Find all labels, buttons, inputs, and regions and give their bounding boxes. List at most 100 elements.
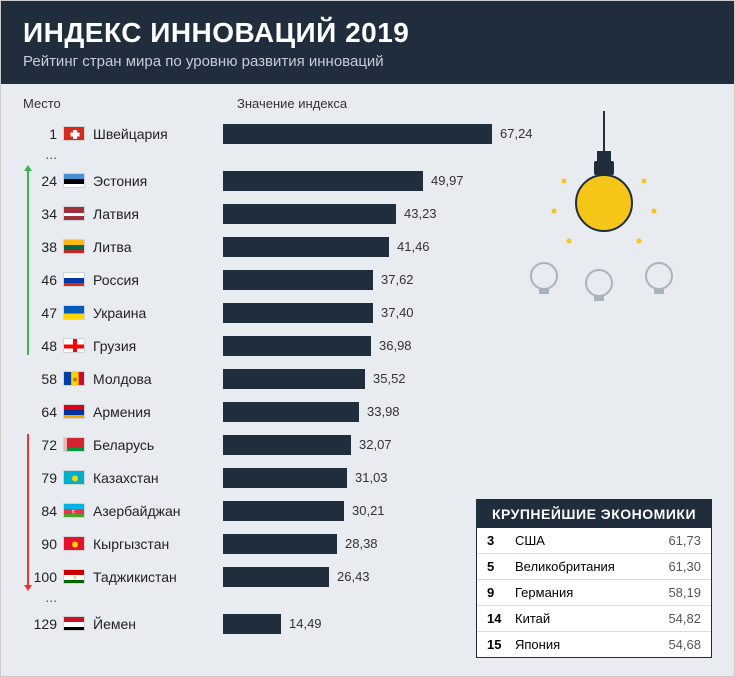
bar	[223, 270, 373, 290]
bar-wrap: 28,38	[223, 534, 378, 554]
rank: 84	[23, 503, 63, 519]
flag-icon	[63, 536, 85, 551]
country-name: Латвия	[93, 206, 223, 222]
rank: 100	[23, 569, 63, 585]
economies-title: КРУПНЕЙШИЕ ЭКОНОМИКИ	[477, 500, 711, 528]
economy-rank: 14	[487, 611, 515, 626]
country-name: Молдова	[93, 371, 223, 387]
rank: 79	[23, 470, 63, 486]
value: 28,38	[345, 536, 378, 551]
bar-wrap: 37,40	[223, 303, 414, 323]
country-name: Азербайджан	[93, 503, 223, 519]
economy-row: 15Япония54,68	[477, 632, 711, 657]
country-name: Украина	[93, 305, 223, 321]
bar-wrap: 67,24	[223, 124, 533, 144]
bar-row: 79 Казахстан31,03	[23, 461, 734, 494]
col-rank-label: Место	[23, 96, 75, 111]
economy-rank: 3	[487, 533, 515, 548]
bar-wrap: 49,97	[223, 171, 464, 191]
country-name: Йемен	[93, 616, 223, 632]
rank: 129	[23, 616, 63, 632]
flag-icon	[63, 305, 85, 320]
bar-wrap: 36,98	[223, 336, 412, 356]
country-name: Грузия	[93, 338, 223, 354]
country-name: Казахстан	[93, 470, 223, 486]
ellipsis: ...	[23, 593, 63, 607]
economy-rank: 9	[487, 585, 515, 600]
value: 32,07	[359, 437, 392, 452]
value: 26,43	[337, 569, 370, 584]
value: 14,49	[289, 616, 322, 631]
economy-row: 9Германия58,19	[477, 580, 711, 606]
bar-wrap: 32,07	[223, 435, 392, 455]
bar-wrap: 31,03	[223, 468, 388, 488]
flag-icon	[63, 239, 85, 254]
value: 35,52	[373, 371, 406, 386]
flag-icon	[63, 470, 85, 485]
value: 33,98	[367, 404, 400, 419]
bar-wrap: 43,23	[223, 204, 437, 224]
flag-icon	[63, 569, 85, 584]
rank: 24	[23, 173, 63, 189]
economy-name: Великобритания	[515, 559, 653, 574]
economy-name: Япония	[515, 637, 653, 652]
value: 37,40	[381, 305, 414, 320]
country-name: Армения	[93, 404, 223, 420]
economies-box: КРУПНЕЙШИЕ ЭКОНОМИКИ 3США61,735Великобри…	[476, 499, 712, 658]
rank: 72	[23, 437, 63, 453]
rank: 47	[23, 305, 63, 321]
country-name: Кыргызстан	[93, 536, 223, 552]
economy-row: 5Великобритания61,30	[477, 554, 711, 580]
value: 49,97	[431, 173, 464, 188]
economy-value: 61,73	[653, 533, 701, 548]
bar	[223, 204, 396, 224]
bar-wrap: 14,49	[223, 614, 322, 634]
subtitle: Рейтинг стран мира по уровню развития ин…	[23, 53, 712, 70]
value: 37,62	[381, 272, 414, 287]
flag-icon	[63, 338, 85, 353]
economy-rank: 15	[487, 637, 515, 652]
rank: 90	[23, 536, 63, 552]
country-name: Таджикистан	[93, 569, 223, 585]
flag-icon	[63, 173, 85, 188]
bar	[223, 468, 347, 488]
flag-icon	[63, 272, 85, 287]
title: ИНДЕКС ИННОВАЦИЙ 2019	[23, 17, 712, 49]
bar	[223, 402, 359, 422]
bar	[223, 567, 329, 587]
lightbulb-illustration	[504, 111, 704, 311]
value: 43,23	[404, 206, 437, 221]
bar	[223, 124, 492, 144]
rank: 64	[23, 404, 63, 420]
country-name: Литва	[93, 239, 223, 255]
bar-row: 72Беларусь32,07	[23, 428, 734, 461]
bar-row: 48Грузия36,98	[23, 329, 734, 362]
economy-value: 54,68	[653, 637, 701, 652]
flag-icon	[63, 206, 85, 221]
value: 30,21	[352, 503, 385, 518]
bar	[223, 303, 373, 323]
bar	[223, 336, 371, 356]
flag-icon	[63, 503, 85, 518]
col-value-label: Значение индекса	[237, 96, 347, 111]
country-name: Швейцария	[93, 126, 223, 142]
bar	[223, 369, 365, 389]
economy-rank: 5	[487, 559, 515, 574]
rank: 38	[23, 239, 63, 255]
value: 36,98	[379, 338, 412, 353]
flag-icon	[63, 404, 85, 419]
bar	[223, 501, 344, 521]
ellipsis: ...	[23, 150, 63, 164]
column-headers: Место Значение индекса	[23, 96, 734, 111]
bar	[223, 435, 351, 455]
economy-row: 3США61,73	[477, 528, 711, 554]
bar-wrap: 37,62	[223, 270, 414, 290]
flag-icon	[63, 616, 85, 631]
flag-icon	[63, 437, 85, 452]
bar	[223, 171, 423, 191]
rank: 58	[23, 371, 63, 387]
bar-row: 58 Молдова 35,52	[23, 362, 734, 395]
rank: 1	[23, 126, 63, 142]
rank: 46	[23, 272, 63, 288]
bar-wrap: 41,46	[223, 237, 430, 257]
